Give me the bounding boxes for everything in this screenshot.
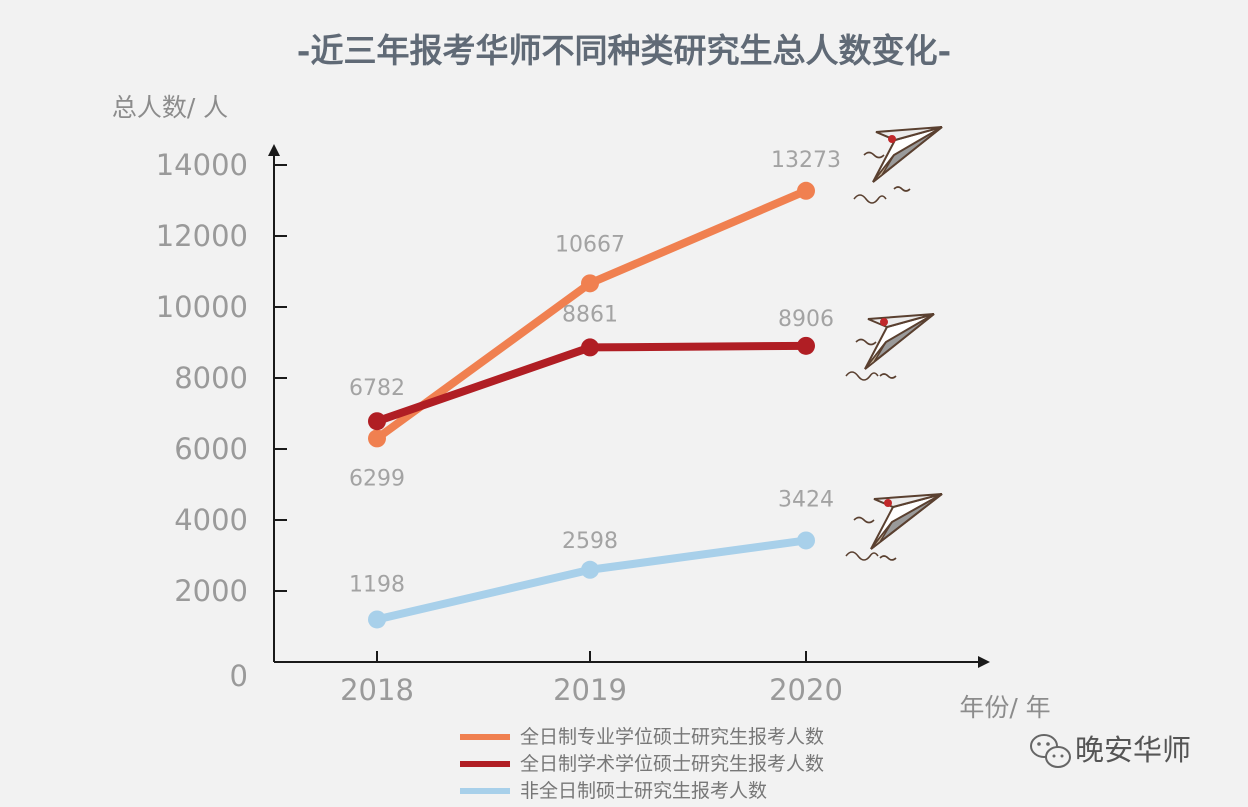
y-tick-label: 6000	[174, 432, 248, 466]
legend-label: 全日制专业学位硕士研究生报考人数	[520, 726, 824, 748]
legend-item: 非全日制硕士研究生报考人数	[460, 780, 767, 802]
data-label: 10667	[555, 232, 625, 257]
chart-title: -近三年报考华师不同种类研究生总人数变化-	[297, 31, 951, 70]
y-tick-label: 2000	[174, 574, 248, 608]
y-tick-label: 0	[230, 659, 248, 693]
y-tick-label: 8000	[174, 361, 248, 395]
y-ticks: 0 2000 4000 6000 8000 10000 12000 14000	[156, 148, 287, 693]
data-point	[368, 610, 386, 629]
data-point	[797, 336, 815, 355]
data-label: 13273	[771, 148, 841, 173]
paper-plane-icon	[845, 313, 935, 381]
data-label: 6299	[349, 466, 405, 491]
data-point	[797, 531, 815, 550]
series-line	[373, 341, 810, 426]
y-axis-arrow	[268, 144, 280, 156]
data-label: 3424	[778, 487, 834, 512]
data-point	[581, 274, 599, 293]
y-axis-title: 总人数/ 人	[112, 93, 228, 122]
data-label: 8906	[778, 307, 834, 332]
data-point	[368, 412, 386, 431]
x-tick-label: 2019	[553, 673, 627, 707]
y-tick-label: 12000	[156, 219, 248, 253]
x-axis-arrow	[978, 656, 990, 668]
data-point	[581, 560, 599, 579]
x-axis-title: 年份/ 年	[959, 693, 1050, 722]
wechat-icon	[1030, 734, 1071, 768]
data-point	[581, 338, 599, 357]
x-tick-label: 2020	[769, 673, 843, 707]
data-labels: 1198 2598 3424 6299 10667 13273 6782 8861 8906	[349, 148, 841, 598]
paper-plane-icon	[853, 126, 943, 204]
paper-plane-icon	[845, 493, 943, 561]
legend-item: 全日制学术学位硕士研究生报考人数	[460, 753, 824, 775]
legend-label: 非全日制硕士研究生报考人数	[520, 780, 767, 802]
watermark: 晚安华师	[1030, 733, 1191, 768]
series-layer	[368, 181, 815, 629]
y-tick-label: 10000	[156, 290, 248, 324]
watermark-text: 晚安华师	[1075, 733, 1191, 767]
y-tick-label: 14000	[156, 148, 248, 182]
data-label: 6782	[349, 376, 405, 401]
data-point	[797, 181, 815, 200]
data-label: 2598	[562, 529, 618, 554]
legend-label: 全日制学术学位硕士研究生报考人数	[520, 753, 824, 775]
data-label: 8861	[562, 302, 618, 327]
legend-item: 全日制专业学位硕士研究生报考人数	[460, 726, 824, 748]
x-ticks: 2018 2019 2020	[340, 651, 843, 707]
y-tick-label: 4000	[174, 503, 248, 537]
data-label: 1198	[349, 572, 405, 597]
legend: 全日制专业学位硕士研究生报考人数 全日制学术学位硕士研究生报考人数 非全日制硕士…	[460, 726, 824, 802]
data-point	[368, 429, 386, 448]
x-tick-label: 2018	[340, 673, 414, 707]
